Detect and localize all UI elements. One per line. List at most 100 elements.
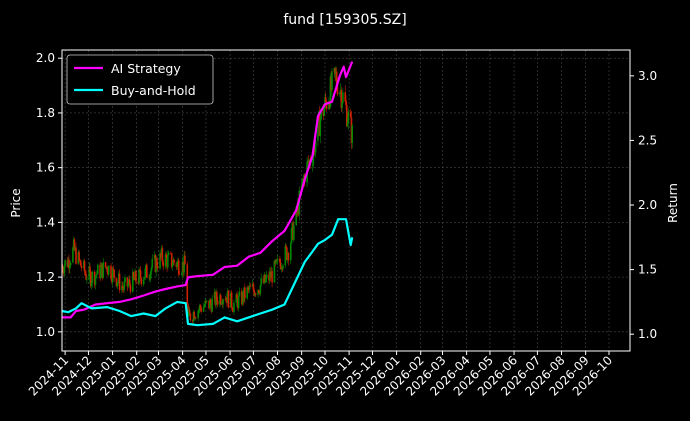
candle-body (129, 284, 132, 292)
candle-body (249, 285, 252, 287)
candle-body (224, 299, 227, 301)
candle-body (102, 262, 105, 278)
candle-body (110, 265, 112, 279)
candle-body (189, 313, 192, 321)
y-axis-left-label: Price (9, 188, 23, 217)
candle-body (121, 285, 123, 290)
candle-body (331, 71, 333, 90)
candle-body (295, 207, 298, 225)
candle-body (193, 312, 196, 320)
candle-body (254, 293, 257, 295)
candle-body (320, 108, 322, 120)
candle-body (347, 111, 350, 123)
candle-body (345, 105, 348, 127)
candle-body (258, 290, 260, 293)
candle-body (344, 92, 347, 102)
candle-body (181, 273, 183, 275)
candle-body (106, 266, 108, 272)
candle-body (104, 262, 107, 268)
candle-body (271, 271, 273, 283)
candle-body (289, 243, 292, 261)
candle-body (177, 260, 180, 275)
chart-title: fund [159305.SZ] (283, 12, 406, 28)
candle-body (143, 277, 146, 280)
candle-body (324, 97, 326, 108)
candle-body (80, 265, 83, 268)
candle-body (186, 264, 189, 305)
candle-body (69, 262, 72, 266)
y-left-tick-label: 1.6 (36, 161, 55, 175)
y-left-tick-label: 1.2 (36, 270, 55, 284)
candle-body (323, 107, 326, 116)
candle-body (123, 282, 126, 290)
candle-body (259, 285, 262, 294)
candle-body (68, 265, 71, 269)
candle-body (178, 274, 181, 275)
candle-body (290, 228, 293, 244)
candle-body (151, 258, 154, 268)
candle-body (282, 265, 284, 269)
candle-body (301, 178, 304, 185)
candle-body (336, 84, 339, 95)
series-lines (61, 61, 354, 327)
candle-body (253, 289, 255, 296)
candle-body (200, 308, 203, 312)
candle-body (112, 268, 115, 270)
candle-body (142, 279, 145, 285)
candle-body (167, 254, 169, 268)
candle-body (219, 295, 222, 304)
y-right-tick-label: 1.0 (638, 327, 657, 341)
candle-body (89, 271, 92, 287)
legend-label-buy-and-hold: Buy-and-Hold (111, 83, 196, 98)
candle-body (334, 68, 336, 74)
candle-body (260, 278, 262, 286)
legend-label-ai-strategy: AI Strategy (111, 61, 181, 76)
candle-body (279, 262, 282, 270)
candle-body (233, 302, 235, 312)
candle-body (311, 164, 314, 166)
candle-body (164, 254, 167, 267)
candle-body (118, 273, 121, 290)
candle-body (139, 270, 142, 279)
candle-body (265, 278, 267, 283)
candle-body (94, 275, 97, 285)
candle-body (132, 272, 134, 292)
candle-body (252, 283, 255, 290)
y-right-tick-label: 2.0 (638, 198, 657, 212)
candle-body (135, 271, 137, 282)
candle-body (115, 277, 118, 287)
candle-body (128, 279, 131, 285)
candle-body (95, 274, 98, 276)
candle-body (204, 300, 206, 307)
candle-body (202, 307, 205, 312)
candle-body (61, 266, 64, 271)
candle-body (205, 300, 208, 302)
candle-body (184, 255, 186, 265)
candle-body (188, 309, 191, 314)
y-left-tick-label: 1.4 (36, 215, 55, 229)
candle-body (314, 140, 317, 153)
candle-body (117, 281, 119, 284)
candle-body (159, 253, 161, 269)
candle-body (231, 307, 234, 311)
candle-body (167, 252, 170, 255)
candle-body (237, 295, 240, 308)
candle-body (156, 258, 158, 267)
candle-body (85, 273, 87, 280)
candle-body (285, 245, 287, 248)
candle-body (68, 259, 70, 269)
candle-body (161, 248, 164, 262)
candle-body (146, 264, 148, 278)
candle-body (238, 291, 241, 296)
candle-body (203, 306, 206, 308)
candle-body (349, 111, 352, 118)
candle-body (96, 273, 98, 275)
candle-body (156, 266, 159, 269)
candle-body (113, 269, 115, 278)
candle-body (248, 285, 251, 290)
candle-body (96, 264, 99, 274)
candle-body (173, 259, 175, 264)
candle-body (227, 290, 230, 308)
candle-body (124, 277, 126, 283)
candle-body (88, 266, 91, 280)
